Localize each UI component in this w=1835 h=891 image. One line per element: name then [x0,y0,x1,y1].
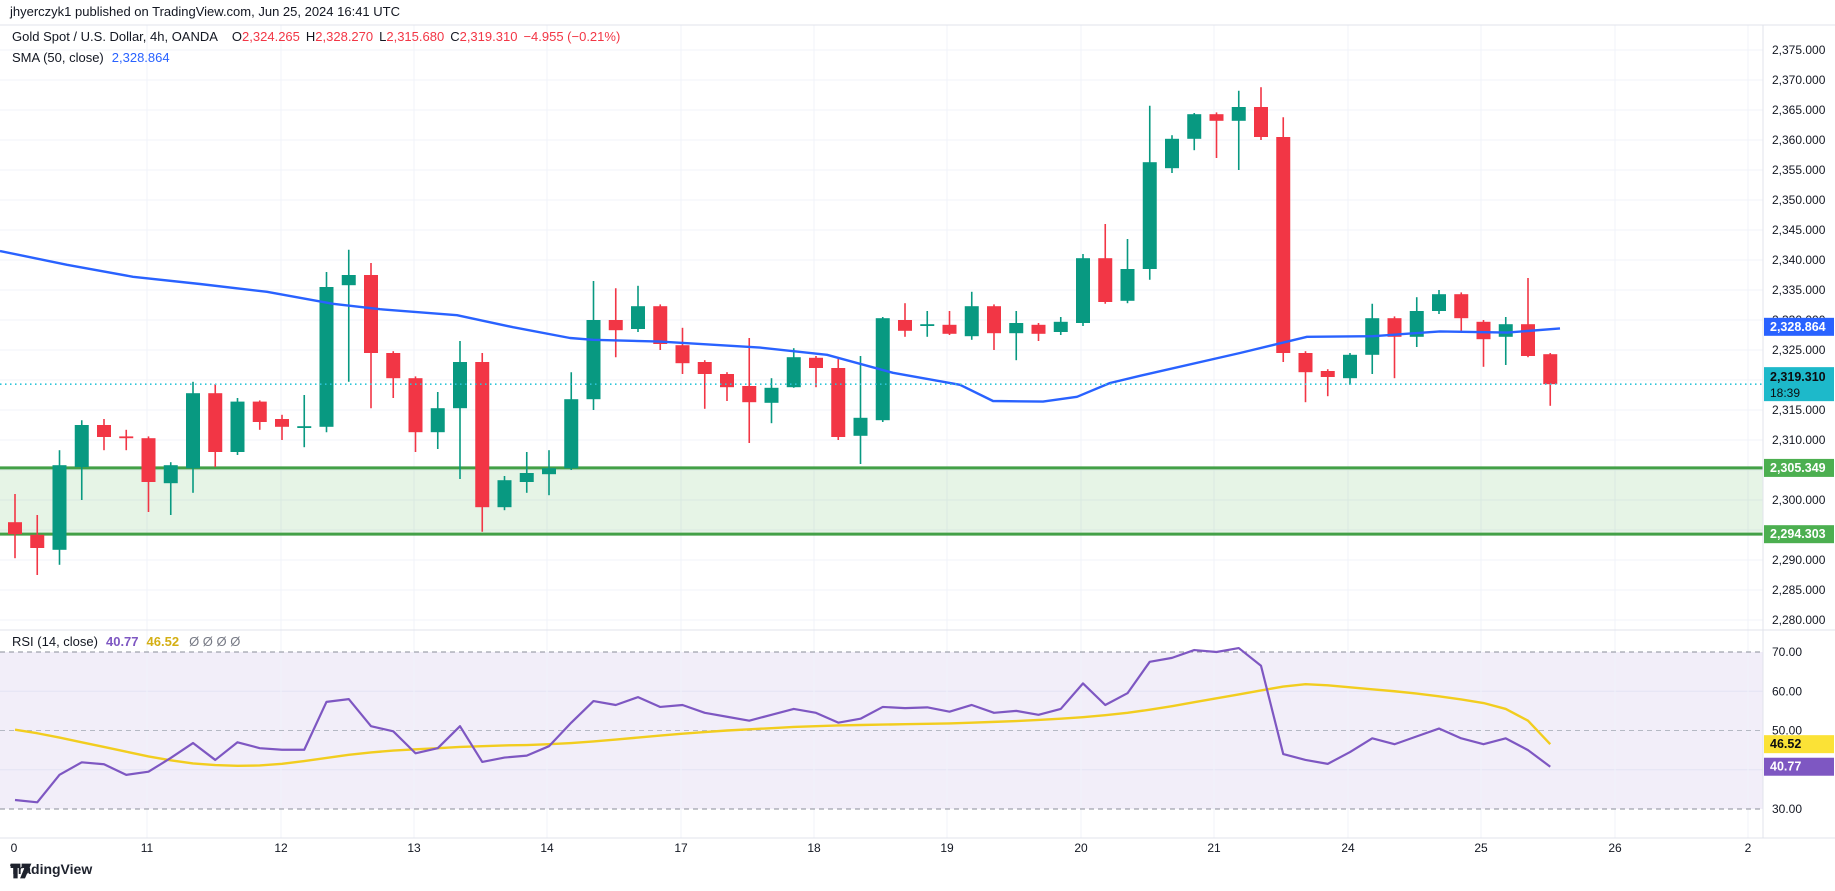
svg-text:2: 2 [1745,841,1752,855]
sma-legend[interactable]: SMA (50, close) 2,328.864 [12,50,170,65]
svg-text:2,290.000: 2,290.000 [1772,553,1826,567]
svg-text:13: 13 [407,841,421,855]
time-axis[interactable]: 0 11 12 13 14 17 18 19 20 21 24 25 26 2 [11,841,1752,855]
svg-text:40.77: 40.77 [1770,760,1801,774]
svg-text:14: 14 [540,841,554,855]
svg-text:26: 26 [1608,841,1622,855]
rsi-legend[interactable]: RSI (14, close) 40.77 46.52 Ø Ø Ø Ø [12,634,240,649]
ohlc-open: O2,324.265 [231,29,300,44]
price-badge-2,294.303 [1764,525,1834,544]
svg-text:2,280.000: 2,280.000 [1772,613,1826,627]
ohlc-low: L2,315.680 [379,29,445,44]
svg-text:2,365.000: 2,365.000 [1772,103,1826,117]
ohlc-high: H2,328.270 [305,29,374,44]
svg-text:2,300.000: 2,300.000 [1772,493,1826,507]
svg-text:70.00: 70.00 [1772,645,1802,659]
svg-text:2,375.000: 2,375.000 [1772,43,1826,57]
rsi-badge-40.77 [1764,757,1834,776]
rsi-line[interactable] [14,646,1551,804]
price-badge-2,319.310 [1764,367,1834,402]
svg-text:18:39: 18:39 [1770,386,1800,400]
symbol-title: Gold Spot / U.S. Dollar, 4h, OANDA [12,29,218,44]
svg-text:2,325.000: 2,325.000 [1772,343,1826,357]
pane-borders [0,24,1835,839]
tradingview-watermark[interactable]: TradingView [10,861,92,879]
svg-text:21: 21 [1207,841,1221,855]
svg-text:2,294.303: 2,294.303 [1770,527,1826,541]
rsi-badge-46.52 [1764,735,1834,754]
svg-text:25: 25 [1474,841,1488,855]
rsi-ma-line[interactable] [14,682,1552,768]
svg-text:2,335.000: 2,335.000 [1772,283,1826,297]
svg-text:2,310.000: 2,310.000 [1772,433,1826,447]
symbol-legend[interactable]: Gold Spot / U.S. Dollar, 4h, OANDA O2,324… [12,29,620,44]
svg-text:18: 18 [807,841,821,855]
svg-text:2,315.000: 2,315.000 [1772,403,1826,417]
svg-text:2,360.000: 2,360.000 [1772,133,1826,147]
svg-text:2,305.349: 2,305.349 [1770,461,1826,475]
svg-text:12: 12 [274,841,288,855]
price-badge-2,305.349 [1764,458,1834,477]
sma50-line[interactable] [0,249,1561,403]
publish-info: jhyerczyk1 published on TradingView.com,… [10,4,400,19]
svg-text:20: 20 [1074,841,1088,855]
support-zone [0,466,1763,536]
svg-text:11: 11 [141,841,154,855]
svg-text:2,319.310: 2,319.310 [1770,370,1826,384]
svg-text:19: 19 [940,841,954,855]
svg-text:2,345.000: 2,345.000 [1772,223,1826,237]
axis-badges: 2,328.864 2,319.310 18:39 2,305.349 2,294.30… [1764,317,1834,776]
sma-label: SMA (50, close) [12,50,104,65]
zone-fill [0,467,1763,535]
svg-text:46.52: 46.52 [1770,737,1801,751]
rsi-pane[interactable] [0,630,1763,838]
rsi-value: 40.77 [105,634,139,649]
rsi-ma-value: 46.52 [146,634,180,649]
svg-text:2,340.000: 2,340.000 [1772,253,1826,267]
svg-text:0: 0 [11,841,18,855]
price-badge-2,328.864 [1764,317,1834,336]
rsi-empty-values: Ø Ø Ø Ø [189,634,241,649]
rsi-levels [0,651,1763,810]
rsi-gridlines [0,690,1763,771]
svg-text:24: 24 [1341,841,1355,855]
bar-change: −4.955 (−0.21%) [523,29,621,44]
svg-text:17: 17 [674,841,688,855]
svg-text:50.00: 50.00 [1772,724,1802,738]
svg-text:2,370.000: 2,370.000 [1772,73,1826,87]
svg-text:2,350.000: 2,350.000 [1772,193,1826,207]
ohlc-close: C2,319.310 [450,29,518,44]
tradingview-logo-icon [10,863,32,879]
svg-text:2,355.000: 2,355.000 [1772,163,1826,177]
svg-text:2,328.864: 2,328.864 [1770,320,1826,334]
candles-layer[interactable] [8,87,1558,575]
svg-text:30.00: 30.00 [1772,802,1802,816]
svg-text:2,285.000: 2,285.000 [1772,583,1826,597]
rsi-axis[interactable]: 70.00 60.00 50.00 30.00 [1772,645,1802,816]
svg-text:60.00: 60.00 [1772,684,1802,698]
rsi-label: RSI (14, close) [12,634,98,649]
sma-value: 2,328.864 [111,50,170,65]
